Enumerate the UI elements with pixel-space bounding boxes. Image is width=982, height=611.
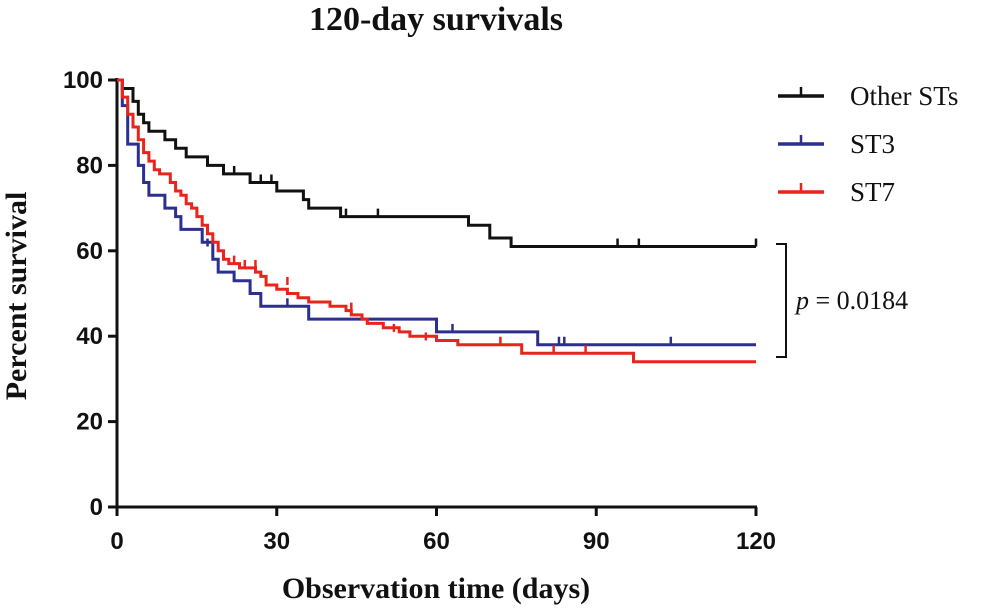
y-tick-label: 100 <box>63 67 103 94</box>
x-tick-label: 0 <box>110 528 123 555</box>
p-value-bracket <box>776 243 787 358</box>
survival-step-line <box>117 78 756 248</box>
x-axis-label: Observation time (days) <box>282 572 590 605</box>
x-tick-label: 90 <box>583 528 610 555</box>
legend-label: ST7 <box>850 177 895 207</box>
y-tick-label: 0 <box>90 494 103 521</box>
y-tick-label: 60 <box>76 238 103 265</box>
y-tick-label: 80 <box>76 152 103 179</box>
legend-item: Other STs <box>778 81 958 111</box>
series-st7 <box>117 78 756 364</box>
series-layer <box>117 78 758 364</box>
p-value-annotation: p = 0.0184 <box>776 243 908 358</box>
legend: Other STs ST3 ST7 <box>778 81 958 207</box>
y-tick-label: 40 <box>76 323 103 350</box>
series-st3 <box>117 78 756 347</box>
legend-item: ST7 <box>778 177 895 207</box>
legend-label: Other STs <box>850 81 958 111</box>
x-tick-label: 120 <box>736 528 776 555</box>
axes: 0 20 40 60 80 100 0 30 60 90 120 <box>63 67 776 555</box>
y-tick-label: 20 <box>76 409 103 436</box>
x-tick-label: 60 <box>423 528 450 555</box>
p-value-text: p = 0.0184 <box>794 286 908 315</box>
survival-step-line <box>117 78 756 347</box>
legend-item: ST3 <box>778 129 895 159</box>
chart-title: 120-day survivals <box>309 1 563 38</box>
y-axis-label: Percent survival <box>0 192 33 401</box>
survival-step-line <box>117 78 756 364</box>
x-tick-label: 30 <box>263 528 290 555</box>
series-other-sts <box>117 78 758 248</box>
legend-label: ST3 <box>850 129 895 159</box>
